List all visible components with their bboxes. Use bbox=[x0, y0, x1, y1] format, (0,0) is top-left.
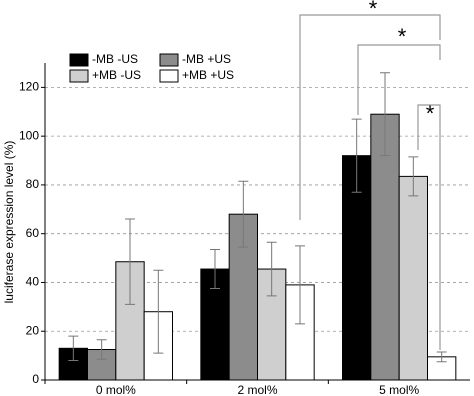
bar bbox=[398, 175, 428, 381]
y-tick-label: 80 bbox=[26, 177, 40, 191]
legend-swatch bbox=[69, 53, 89, 67]
error-bar bbox=[408, 156, 419, 197]
bracket bbox=[299, 14, 441, 220]
legend-swatch bbox=[159, 69, 179, 83]
error-bar bbox=[68, 335, 79, 361]
error-bar bbox=[351, 118, 362, 193]
y-tick-label: 20 bbox=[26, 323, 40, 337]
legend-label: +MB -US bbox=[92, 68, 141, 82]
error-bar bbox=[238, 180, 249, 248]
error-bar bbox=[295, 245, 305, 325]
y-tick-label: 60 bbox=[26, 226, 40, 240]
error-bar bbox=[436, 351, 447, 363]
y-tick-label: 120 bbox=[19, 80, 39, 94]
bracket bbox=[417, 104, 441, 350]
axes bbox=[44, 63, 470, 381]
error-bar bbox=[380, 72, 390, 157]
error-bar bbox=[266, 241, 277, 297]
error-bar bbox=[96, 339, 107, 360]
legend-swatch bbox=[69, 69, 89, 83]
y-tick-label: 40 bbox=[26, 275, 40, 289]
significance-star: * bbox=[426, 101, 435, 126]
error-bar bbox=[210, 249, 220, 290]
x-tick-label: 2 mol% bbox=[237, 383, 277, 396]
legend-label: +MB +US bbox=[182, 68, 234, 82]
significance-star: * bbox=[398, 24, 407, 49]
y-axis-label: luciferase expression level (%) bbox=[2, 141, 16, 304]
error-bar bbox=[153, 269, 164, 354]
y-tick-label: 100 bbox=[19, 128, 39, 142]
error-bar bbox=[125, 218, 135, 305]
y-tick-label: 0 bbox=[32, 372, 39, 386]
legend-swatch bbox=[159, 53, 179, 67]
bracket bbox=[357, 44, 441, 115]
legend-label: -MB +US bbox=[182, 52, 231, 66]
x-tick-label: 5 mol% bbox=[379, 383, 419, 396]
x-tick-label: 0 mol% bbox=[96, 383, 136, 396]
legend-label: -MB -US bbox=[92, 52, 138, 66]
significance-star: * bbox=[369, 0, 378, 21]
